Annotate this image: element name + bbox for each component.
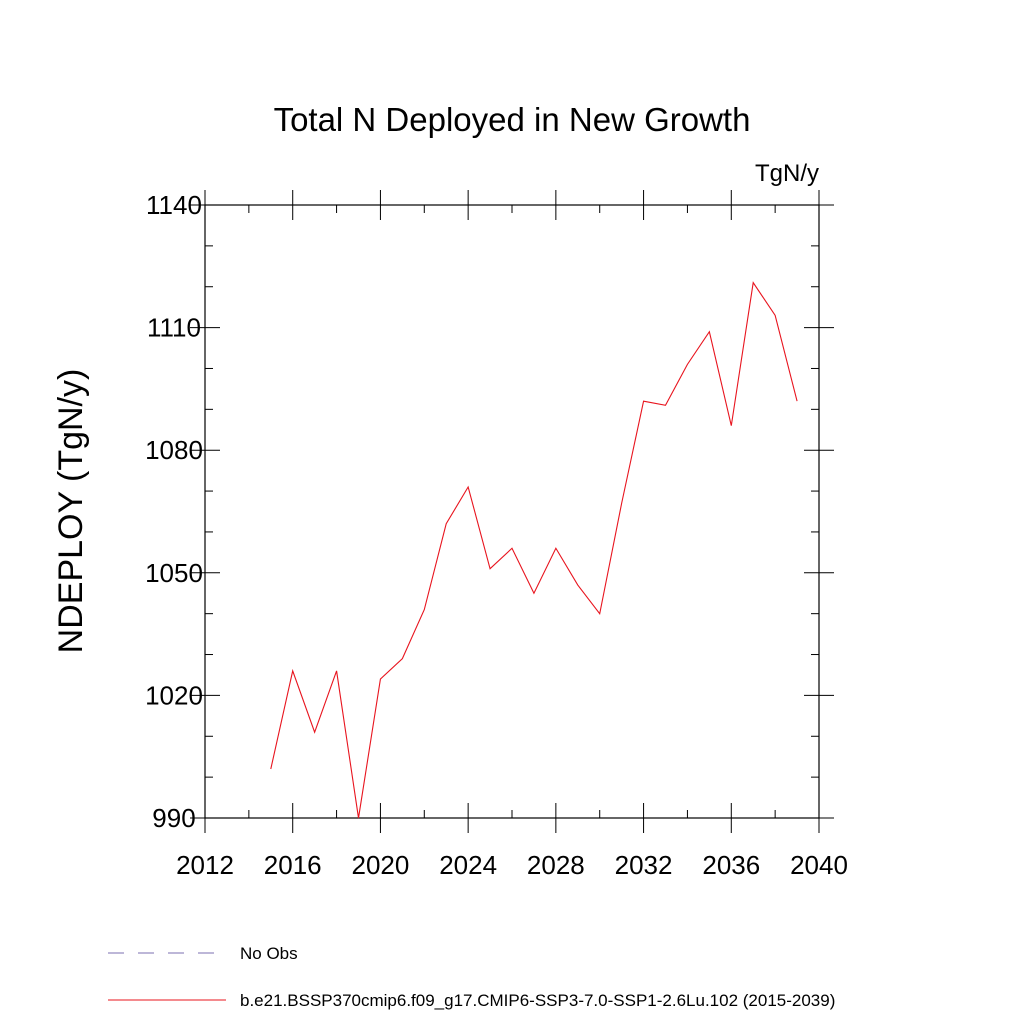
y-tick-label: 1020 xyxy=(145,680,203,710)
x-tick-label: 2032 xyxy=(615,850,673,880)
y-tick-label: 1110 xyxy=(147,313,201,343)
y-tick-label: 990 xyxy=(152,803,195,833)
y-tick-label: 1140 xyxy=(146,190,202,220)
legend-label-no-obs: No Obs xyxy=(240,944,298,963)
y-tick-label: 1080 xyxy=(145,435,203,465)
minor-ticks xyxy=(205,205,819,818)
legend: No Obs b.e21.BSSP370cmip6.f09_g17.CMIP6-… xyxy=(108,944,835,1010)
y-axis-label: NDEPLOY (TgN/y) xyxy=(52,369,90,654)
series-line xyxy=(270,281,798,819)
x-tick-label: 2020 xyxy=(352,850,410,880)
chart-title: Total N Deployed in New Growth xyxy=(274,101,751,138)
y-tick-label: 1050 xyxy=(145,558,203,588)
x-tick-label: 2016 xyxy=(264,850,322,880)
x-tick-label: 2040 xyxy=(790,850,848,880)
x-tick-label: 2028 xyxy=(527,850,585,880)
plot-frame xyxy=(204,204,820,819)
y-tick-labels: 990 1020 1050 1080 1110 1140 xyxy=(145,190,203,833)
major-ticks xyxy=(190,190,834,833)
units-label: TgN/y xyxy=(755,160,819,187)
legend-label-model-run: b.e21.BSSP370cmip6.f09_g17.CMIP6-SSP3-7.… xyxy=(240,991,835,1010)
x-tick-label: 2036 xyxy=(702,850,760,880)
series-layer xyxy=(270,281,798,819)
x-tick-label: 2012 xyxy=(176,850,234,880)
x-tick-label: 2024 xyxy=(439,850,497,880)
x-tick-labels: 2012 2016 2020 2024 2028 2032 2036 2040 xyxy=(176,850,848,880)
